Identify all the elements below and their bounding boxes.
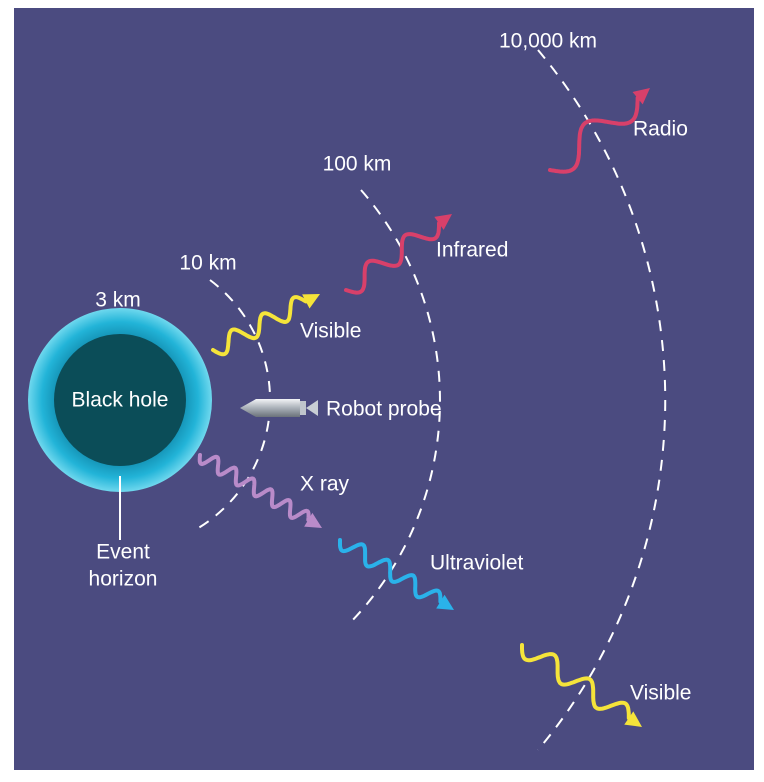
event-horizon-label: Event [96, 541, 150, 564]
wave [344, 221, 441, 295]
ring-10000km [537, 49, 667, 751]
radiation-label: Visible [300, 320, 361, 343]
black-hole-label: Black hole [72, 389, 169, 412]
wave-arrowhead [436, 594, 454, 610]
wave-arrowhead [304, 512, 322, 528]
wave [211, 295, 308, 357]
radiation-label: Infrared [436, 239, 508, 262]
wave [520, 643, 631, 720]
ring-label: 10 km [179, 252, 236, 275]
probe-label: Robot probe [326, 398, 442, 421]
ring-label: 3 km [95, 289, 141, 312]
black-hole [54, 334, 186, 466]
radiation-label: Radio [633, 118, 688, 141]
radiation-label: X ray [300, 473, 350, 496]
event-horizon-label: horizon [89, 568, 158, 591]
radiation-waves [197, 88, 650, 727]
radiation-label: Ultraviolet [430, 552, 524, 575]
wave [548, 96, 640, 174]
robot-probe [240, 399, 318, 417]
wave-arrowhead [302, 294, 320, 309]
wave-arrowhead [434, 214, 452, 230]
radiation-label: Visible [630, 682, 691, 705]
wave-arrowhead [632, 88, 650, 105]
wave [197, 453, 311, 522]
ring-label: 10,000 km [499, 30, 597, 53]
wave [338, 538, 443, 604]
wave-arrowhead [624, 711, 642, 727]
ring-label: 100 km [323, 153, 392, 176]
